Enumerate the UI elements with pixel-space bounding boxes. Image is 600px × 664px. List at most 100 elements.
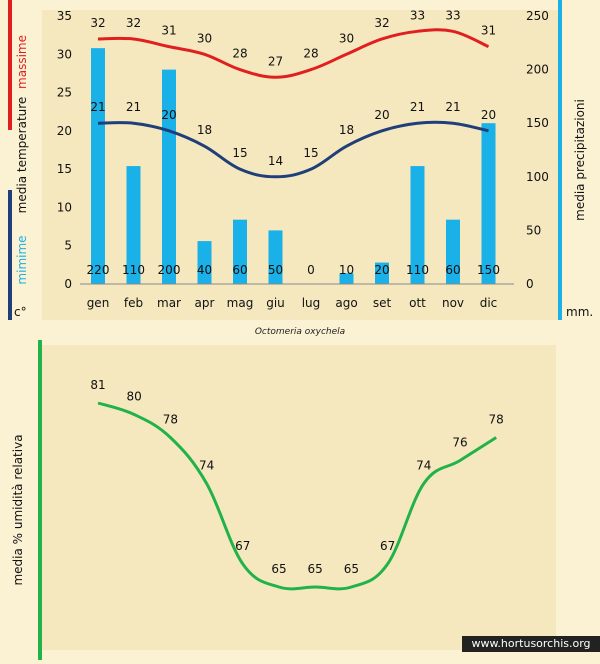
precip-label-set: 20 — [374, 263, 389, 277]
max-temp-label-apr: 30 — [197, 31, 212, 45]
x-tick-set: set — [373, 296, 392, 310]
precip-label-ago: 10 — [339, 263, 354, 277]
min-temp-label-mar: 20 — [161, 108, 176, 122]
precip-bars — [91, 48, 496, 284]
left-tick-35: 35 — [57, 9, 72, 23]
x-tick-giu: giu — [266, 296, 285, 310]
x-tick-ago: ago — [335, 296, 357, 310]
humidity-label-lug: 65 — [308, 562, 323, 576]
min-temp-label-ago: 18 — [339, 123, 354, 137]
left-label-middle: media temperature — [15, 97, 29, 214]
precip-label-giu: 50 — [268, 263, 283, 277]
x-tick-gen: gen — [87, 296, 110, 310]
humidity-label-mag: 67 — [235, 539, 250, 553]
precip-label-gen: 220 — [87, 263, 110, 277]
bottom-chart-panel — [42, 345, 556, 650]
max-temp-label-ott: 33 — [410, 8, 425, 22]
left-tick-20: 20 — [57, 124, 72, 138]
precip-label-feb: 110 — [122, 263, 145, 277]
left-tick-10: 10 — [57, 200, 72, 214]
min-temp-label-nov: 21 — [445, 100, 460, 114]
humidity-label-feb: 80 — [127, 390, 142, 404]
x-tick-mag: mag — [227, 296, 254, 310]
humidity-label-giu: 65 — [271, 562, 286, 576]
x-tick-feb: feb — [124, 296, 143, 310]
humidity-label-gen: 81 — [90, 378, 105, 392]
precip-bar-mag — [233, 219, 247, 284]
humidity-label-dic: 78 — [489, 413, 504, 427]
max-temp-label-giu: 27 — [268, 54, 283, 68]
precip-label-lug: 0 — [307, 263, 315, 277]
max-temp-label-nov: 33 — [445, 8, 460, 22]
precip-label-nov: 60 — [445, 263, 460, 277]
left-unit: c° — [14, 305, 27, 319]
min-temp-label-gen: 21 — [90, 100, 105, 114]
right-tick-250: 250 — [526, 9, 549, 23]
x-tick-dic: dic — [480, 296, 498, 310]
right-tick-100: 100 — [526, 170, 549, 184]
humidity-label-ott: 74 — [416, 459, 431, 473]
x-tick-mar: mar — [157, 296, 181, 310]
right-unit: mm. — [566, 305, 593, 319]
min-temp-label-dic: 20 — [481, 108, 496, 122]
humidity-label-apr: 74 — [199, 459, 214, 473]
max-temp-label-lug: 28 — [303, 47, 318, 61]
left-label-min: mimime — [15, 235, 29, 284]
x-tick-ott: ott — [409, 296, 426, 310]
max-temp-label-set: 32 — [374, 16, 389, 30]
precip-label-dic: 150 — [477, 263, 500, 277]
humidity-data-labels: 81 80 78 74 67 65 65 65 67 74 76 78 — [90, 378, 503, 576]
precip-bar-giu — [268, 230, 283, 284]
humidity-line — [97, 401, 498, 591]
watermark: www.hortusorchis.org — [462, 636, 600, 652]
min-temp-label-apr: 18 — [197, 123, 212, 137]
min-temp-label-ott: 21 — [410, 100, 425, 114]
precip-label-ott: 110 — [406, 263, 429, 277]
left-tick-25: 25 — [57, 86, 72, 100]
right-label: media precipitazioni — [573, 99, 587, 221]
right-tick-50: 50 — [526, 223, 541, 237]
precip-bar-ago — [339, 273, 354, 284]
max-temp-line — [97, 28, 490, 79]
right-tick-200: 200 — [526, 63, 549, 77]
min-temp-line — [97, 120, 489, 179]
species-caption: Octomeria oxychela — [255, 327, 345, 337]
precip-label-mar: 200 — [158, 263, 181, 277]
right-tick-0: 0 — [526, 277, 534, 291]
x-tick-apr: apr — [195, 296, 215, 310]
humidity-label-nov: 76 — [452, 436, 467, 450]
precip-bar-ott — [410, 166, 425, 284]
max-temp-label-dic: 31 — [481, 24, 496, 38]
max-temp-label-feb: 32 — [126, 16, 141, 30]
precip-label-mag: 60 — [232, 263, 247, 277]
humidity-ylabel: media % umidità relativa — [11, 434, 25, 585]
left-tick-15: 15 — [57, 162, 72, 176]
top-axes: gen feb mar apr mag giu lug ago set ott nov dic 0 5 10… — [57, 9, 549, 310]
min-temp-label-set: 20 — [374, 108, 389, 122]
min-temp-label-feb: 21 — [126, 100, 141, 114]
temperature-lines — [97, 28, 490, 179]
left-tick-5: 5 — [64, 239, 72, 253]
max-temp-label-mag: 28 — [232, 47, 247, 61]
humidity-label-ago: 65 — [344, 562, 359, 576]
left-label-max: massime — [15, 35, 29, 89]
humidity-line-group — [97, 401, 498, 591]
precip-bar-nov — [446, 219, 460, 284]
precip-bar-dic — [481, 123, 496, 284]
min-temp-label-lug: 15 — [303, 146, 318, 160]
precip-bar-mar — [162, 69, 176, 284]
min-temp-label-mag: 15 — [232, 146, 247, 160]
max-temp-label-mar: 31 — [161, 24, 176, 38]
precip-bar-feb — [126, 166, 141, 284]
precip-bar-gen — [91, 48, 105, 284]
precip-bar-set — [375, 262, 389, 284]
x-tick-nov: nov — [442, 296, 464, 310]
x-tick-lug: lug — [302, 296, 321, 310]
right-tick-150: 150 — [526, 116, 549, 130]
humidity-label-mar: 78 — [163, 413, 178, 427]
max-temp-label-ago: 30 — [339, 31, 354, 45]
min-temp-label-giu: 14 — [268, 154, 283, 168]
left-tick-0: 0 — [64, 277, 72, 291]
